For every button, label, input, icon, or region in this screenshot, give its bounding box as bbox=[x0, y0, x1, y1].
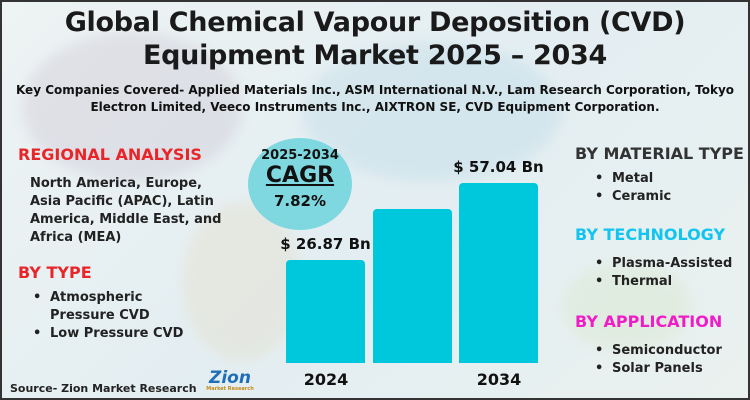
page-title: Global Chemical Vapour Deposition (CVD) … bbox=[2, 6, 748, 72]
cagr-value: 7.82% bbox=[273, 192, 327, 210]
list-item: Metal bbox=[592, 170, 671, 188]
title-line-2: Equipment Market 2025 – 2034 bbox=[143, 40, 607, 71]
by-material-heading: BY MATERIAL TYPE bbox=[575, 144, 744, 163]
by-technology-list: Plasma-Assisted Thermal bbox=[592, 255, 732, 291]
bar-2034 bbox=[459, 182, 538, 363]
by-type-heading: BY TYPE bbox=[18, 263, 92, 282]
bar-value-label: $ 57.04 Bn bbox=[453, 157, 544, 176]
source-note: Source- Zion Market Research bbox=[10, 382, 197, 395]
logo-name: Zion bbox=[209, 368, 251, 388]
list-item: Ceramic bbox=[592, 188, 671, 206]
by-technology-heading: BY TECHNOLOGY bbox=[575, 225, 726, 244]
bar-2024 bbox=[286, 259, 365, 363]
by-application-list: Semiconductor Solar Panels bbox=[592, 342, 722, 378]
cagr-label: CAGR bbox=[265, 163, 335, 188]
bar-middle bbox=[373, 209, 452, 363]
title-line-1: Global Chemical Vapour Deposition (CVD) bbox=[64, 7, 686, 38]
regional-heading: REGIONAL ANALYSIS bbox=[18, 145, 202, 164]
x-tick-label: 2024 bbox=[303, 370, 349, 389]
zion-logo: Zion Market Research bbox=[205, 370, 255, 392]
logo-sub: Market Research bbox=[206, 386, 254, 392]
by-type-list: Atmospheric Pressure CVD Low Pressure CV… bbox=[30, 289, 190, 343]
bar-value-label: $ 26.87 Bn bbox=[280, 234, 371, 253]
list-item: Low Pressure CVD bbox=[30, 325, 190, 343]
by-material-list: Metal Ceramic bbox=[592, 170, 671, 206]
list-item: Thermal bbox=[592, 273, 732, 291]
key-companies: Key Companies Covered- Applied Materials… bbox=[15, 83, 735, 114]
cagr-badge: 2025-2034 CAGR 7.82% bbox=[248, 138, 352, 230]
list-item: Solar Panels bbox=[592, 360, 722, 378]
list-item: Semiconductor bbox=[592, 342, 722, 360]
regional-text: North America, Europe, Asia Pacific (APA… bbox=[30, 176, 222, 245]
by-application-heading: BY APPLICATION bbox=[575, 312, 723, 331]
list-item: Atmospheric Pressure CVD bbox=[30, 289, 190, 325]
x-tick-label: 2034 bbox=[476, 370, 522, 389]
cagr-period: 2025-2034 bbox=[261, 148, 339, 163]
list-item: Plasma-Assisted bbox=[592, 255, 732, 273]
